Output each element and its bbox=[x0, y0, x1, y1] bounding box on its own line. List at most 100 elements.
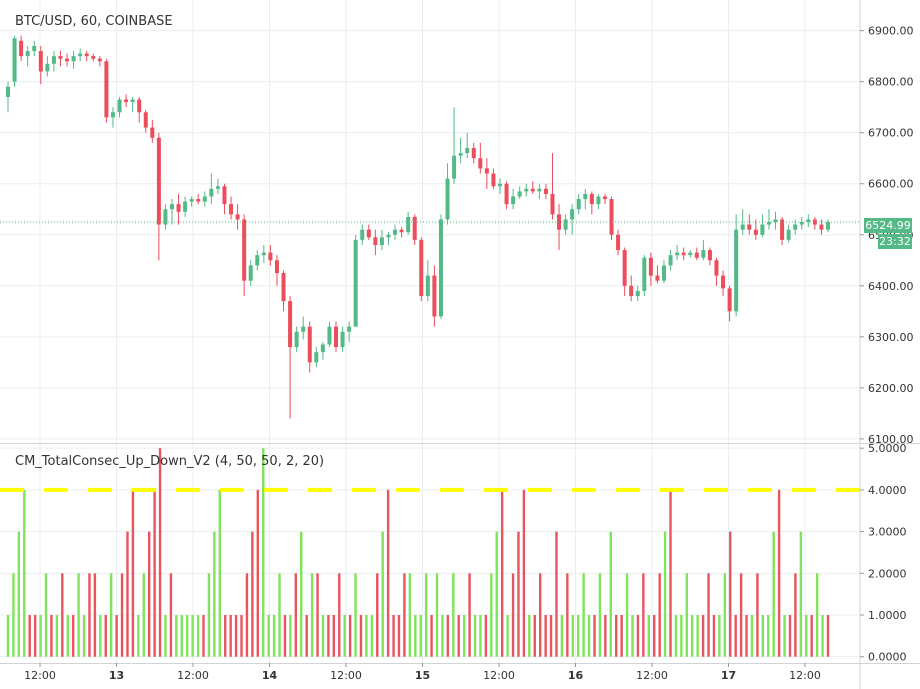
indicator-bar bbox=[267, 615, 270, 657]
indicator-bar bbox=[642, 573, 645, 657]
time-axis[interactable]: 12:00 13 12:00 14 12:00 15 12:00 16 12:00 17 12:00 bbox=[24, 663, 821, 682]
indicator-bar bbox=[28, 615, 31, 657]
indicator-bar bbox=[234, 615, 238, 657]
indicator-bar bbox=[104, 615, 107, 657]
candle-body bbox=[130, 99, 135, 103]
last-price-badge: 6524.99 bbox=[864, 218, 912, 233]
candle-body bbox=[248, 265, 253, 281]
indicator-bar bbox=[761, 615, 765, 657]
indicator-bar bbox=[88, 573, 91, 657]
candle-body bbox=[727, 288, 732, 312]
indicator-bar bbox=[794, 573, 797, 657]
indicator-bar bbox=[653, 615, 656, 657]
candle-body bbox=[45, 63, 50, 72]
indicator-bar bbox=[343, 615, 346, 657]
candle-body bbox=[504, 183, 509, 205]
candle-body bbox=[609, 199, 614, 235]
indicator-bar bbox=[511, 573, 515, 657]
indicator-bar bbox=[202, 615, 205, 657]
indicator-bar bbox=[196, 615, 200, 657]
candle-body bbox=[340, 331, 345, 348]
candle-body bbox=[484, 168, 489, 174]
indicator-bar bbox=[332, 615, 336, 657]
indicator-bar bbox=[462, 615, 466, 657]
candle-body bbox=[327, 326, 332, 345]
candle-body bbox=[84, 53, 89, 57]
candle-body bbox=[714, 260, 719, 276]
indicator-bar bbox=[126, 531, 129, 657]
time-tick-label: 12:00 bbox=[483, 669, 515, 682]
indicator-bar bbox=[479, 615, 482, 657]
candle-body bbox=[255, 255, 260, 266]
indicator-bar bbox=[560, 615, 564, 657]
indicator-bar bbox=[669, 489, 672, 657]
indicator-bar bbox=[446, 615, 450, 657]
time-tick-label: 12:00 bbox=[789, 669, 821, 682]
symbol-title[interactable]: BTC/USD, 60, COINBASE bbox=[15, 14, 173, 29]
candle-body bbox=[701, 250, 706, 258]
candle-body bbox=[425, 275, 430, 297]
candle-body bbox=[662, 265, 666, 281]
candle-body bbox=[445, 178, 450, 220]
candle-body bbox=[799, 222, 804, 225]
indicator-bar bbox=[164, 615, 167, 657]
indicator-bar bbox=[821, 615, 824, 657]
candle-body bbox=[806, 219, 811, 223]
indicator-bar bbox=[175, 615, 178, 657]
candle-body bbox=[65, 58, 70, 62]
indicator-bar bbox=[571, 615, 574, 657]
indicator-bar bbox=[522, 489, 526, 657]
indicator-bar bbox=[604, 615, 607, 657]
candle-body bbox=[740, 224, 745, 230]
candle-body bbox=[215, 186, 220, 189]
indicator-bar bbox=[712, 615, 716, 657]
indicator-bar bbox=[251, 531, 254, 657]
candle-body bbox=[12, 38, 17, 82]
indicator-bar bbox=[549, 615, 553, 657]
indicator-bar bbox=[327, 615, 330, 657]
indicator-bar bbox=[278, 573, 281, 657]
price-tick-label: 6400.00 bbox=[868, 280, 914, 293]
indicator-bar bbox=[805, 615, 808, 657]
candle-body bbox=[334, 326, 338, 348]
indicator-bar bbox=[403, 573, 406, 657]
indicator-bar bbox=[272, 615, 276, 657]
candle-body bbox=[471, 148, 476, 159]
candle-body bbox=[373, 237, 378, 245]
candle-body bbox=[294, 331, 299, 348]
candle-body bbox=[734, 229, 739, 312]
indicator-bar bbox=[354, 573, 357, 657]
candle-body bbox=[281, 273, 286, 302]
indicator-bar bbox=[424, 573, 428, 657]
indicator-bar bbox=[169, 573, 173, 657]
candle-body bbox=[511, 196, 516, 205]
indicator-bar bbox=[718, 615, 721, 657]
candle-body bbox=[753, 229, 758, 235]
indicator-bar bbox=[435, 573, 439, 657]
candle-body bbox=[786, 229, 791, 240]
candle-body bbox=[6, 86, 10, 97]
indicator-tick-label: 2.0000 bbox=[868, 567, 907, 580]
indicator-bar bbox=[82, 615, 86, 657]
indicator-bar bbox=[55, 615, 59, 657]
price-tick-label: 6100.00 bbox=[868, 433, 914, 446]
indicator-bar bbox=[359, 615, 363, 657]
indicator-bar bbox=[12, 573, 15, 657]
indicator-axis[interactable]: 5.0000 4.0000 3.0000 2.0000 1.0000 0.0000 bbox=[860, 442, 907, 664]
indicator-bar bbox=[365, 615, 368, 657]
candle-body bbox=[386, 234, 391, 238]
indicator-bar bbox=[767, 615, 770, 657]
indicator-title[interactable]: CM_TotalConsec_Up_Down_V2 (4, 50, 50, 2,… bbox=[15, 454, 325, 469]
candle-body bbox=[517, 191, 522, 197]
indicator-bar bbox=[750, 615, 754, 657]
indicator-bar bbox=[131, 489, 135, 657]
indicator-bar bbox=[473, 615, 477, 657]
candle-body bbox=[78, 53, 83, 57]
indicator-bar bbox=[707, 573, 710, 657]
candle-body bbox=[143, 112, 148, 128]
price-tick-label: 6800.00 bbox=[868, 76, 914, 89]
candle-body bbox=[452, 155, 457, 179]
indicator-bar bbox=[609, 531, 612, 657]
indicator-bar bbox=[777, 489, 781, 657]
